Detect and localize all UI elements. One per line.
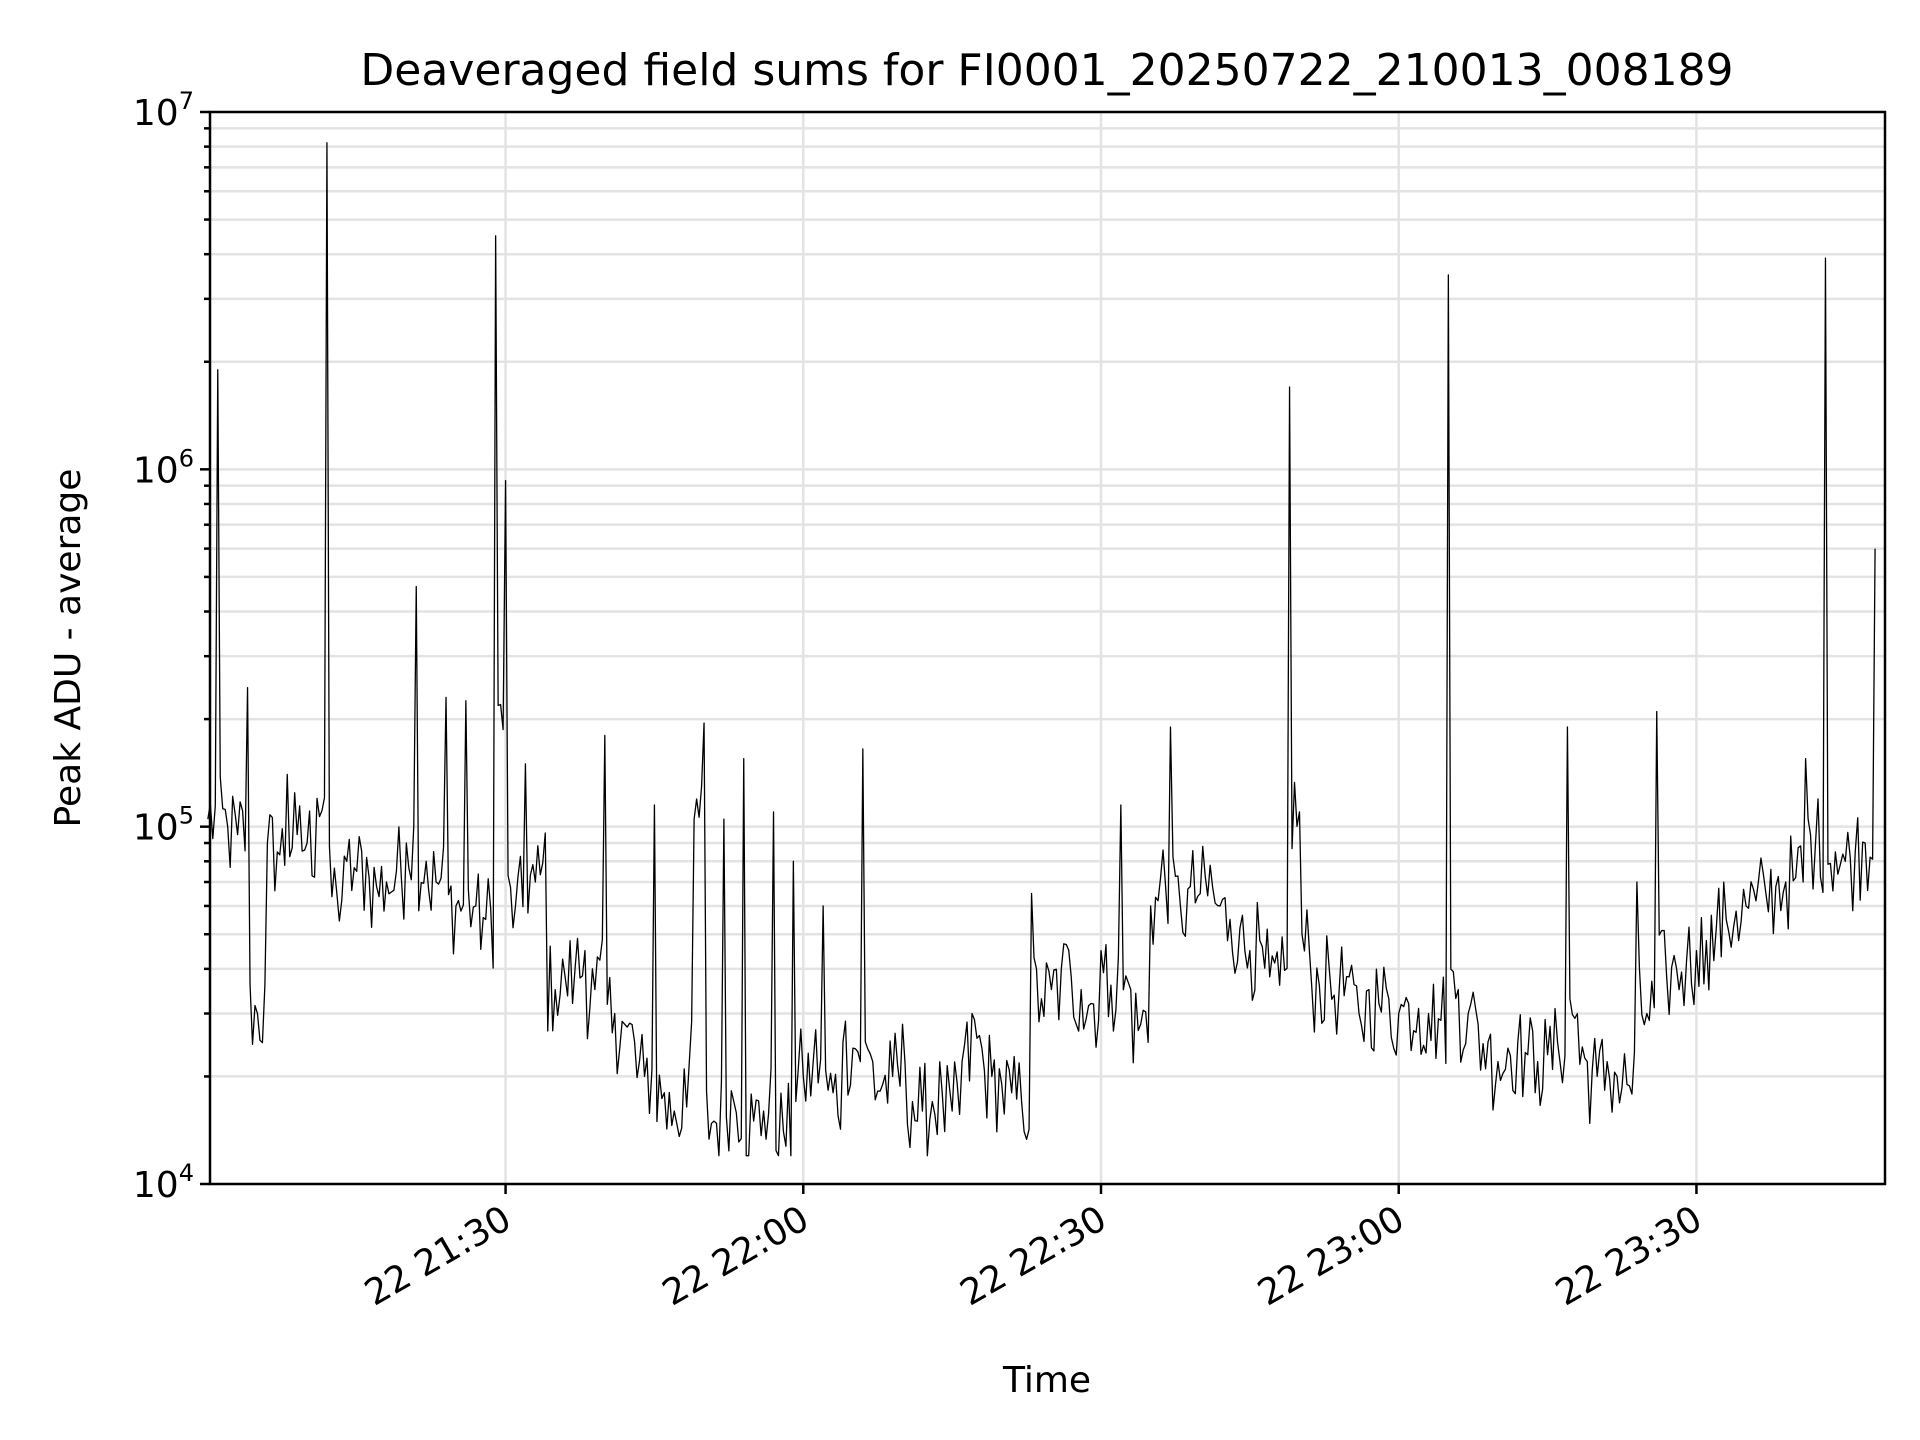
grid	[210, 110, 1885, 1186]
y-tick-base: 10	[133, 1165, 179, 1206]
y-tick-exponent: 7	[179, 87, 194, 115]
y-tick-label: 107	[133, 87, 194, 134]
series-layer	[207, 142, 1876, 1157]
y-tick-base: 10	[133, 93, 179, 134]
series-line	[207, 142, 1876, 1157]
y-tick-label: 106	[133, 444, 194, 491]
y-tick-base: 10	[133, 808, 179, 849]
y-tick-label: 104	[133, 1159, 194, 1206]
y-axis-label: Peak ADU - average	[48, 469, 89, 828]
x-axis-label: Time	[1002, 1360, 1091, 1401]
y-tick-exponent: 5	[179, 802, 194, 830]
y-tick-base: 10	[133, 450, 179, 491]
y-tick-exponent: 6	[179, 444, 194, 472]
y-tick-label: 105	[133, 802, 194, 849]
y-tick-exponent: 4	[179, 1159, 194, 1187]
chart-title: Deaveraged field sums for FI0001_2025072…	[360, 45, 1733, 96]
plot-frame	[208, 110, 1887, 1186]
